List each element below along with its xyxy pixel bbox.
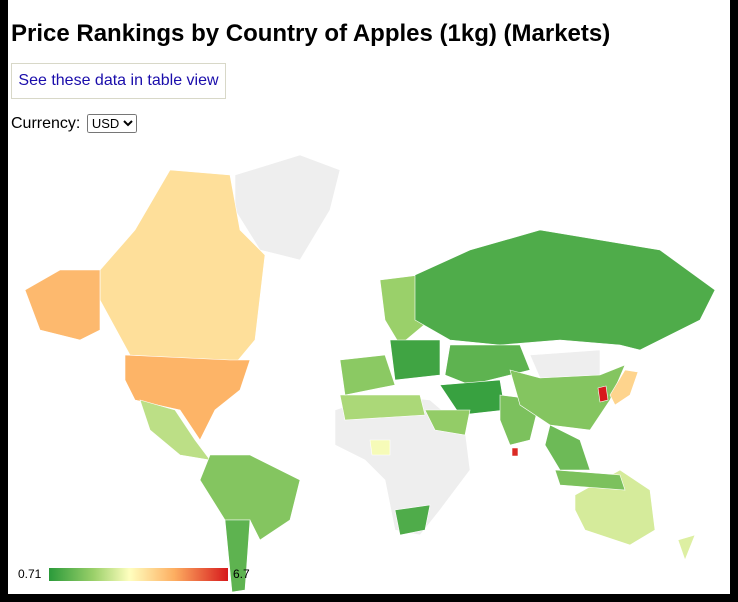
country [574,469,656,546]
country [24,269,101,341]
country [511,447,519,457]
country [199,454,301,541]
table-view-link[interactable]: See these data in table view [11,63,226,99]
legend-gradient [49,568,228,581]
country [414,229,716,351]
country [597,385,609,403]
title: Price Rankings by Country of Apples (1kg… [11,20,611,47]
currency-select[interactable]: USD [86,114,137,133]
country [394,504,431,536]
country [424,409,471,436]
no-data-region [234,154,341,261]
legend-max: 6.7 [233,567,250,581]
country [339,394,426,421]
country [124,354,251,441]
country [677,534,696,561]
country [444,344,531,386]
country [389,339,441,381]
currency-control: Currency: USD [11,114,137,133]
no-data-region [529,349,601,379]
country [609,369,639,406]
country [509,364,626,431]
country [224,519,251,593]
country [369,439,391,456]
country [554,469,626,491]
country [339,354,396,396]
country [544,424,591,471]
currency-label: Currency: [11,115,81,132]
legend-min: 0.71 [18,567,42,581]
